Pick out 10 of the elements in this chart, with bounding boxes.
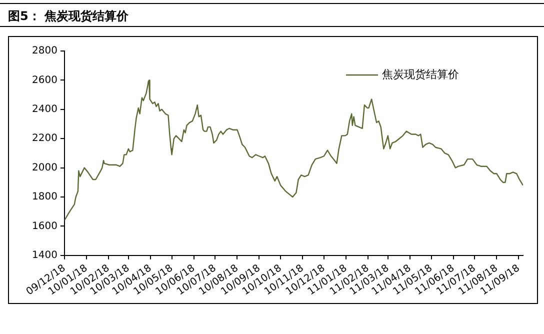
y-tick-label: 2200 — [32, 133, 58, 144]
y-tick-label: 2800 — [32, 46, 58, 57]
y-tick-label: 2600 — [32, 74, 58, 86]
y-tick-label: 2000 — [32, 162, 58, 174]
legend-label: 焦炭现货结算价 — [382, 68, 459, 81]
y-tick-label: 1400 — [32, 250, 58, 262]
y-tick-label: 1800 — [32, 192, 58, 203]
y-tick-label: 1600 — [32, 220, 58, 232]
chart-title: 图5： 焦炭现货结算价 — [0, 3, 544, 27]
y-tick-label: 2400 — [32, 104, 58, 115]
